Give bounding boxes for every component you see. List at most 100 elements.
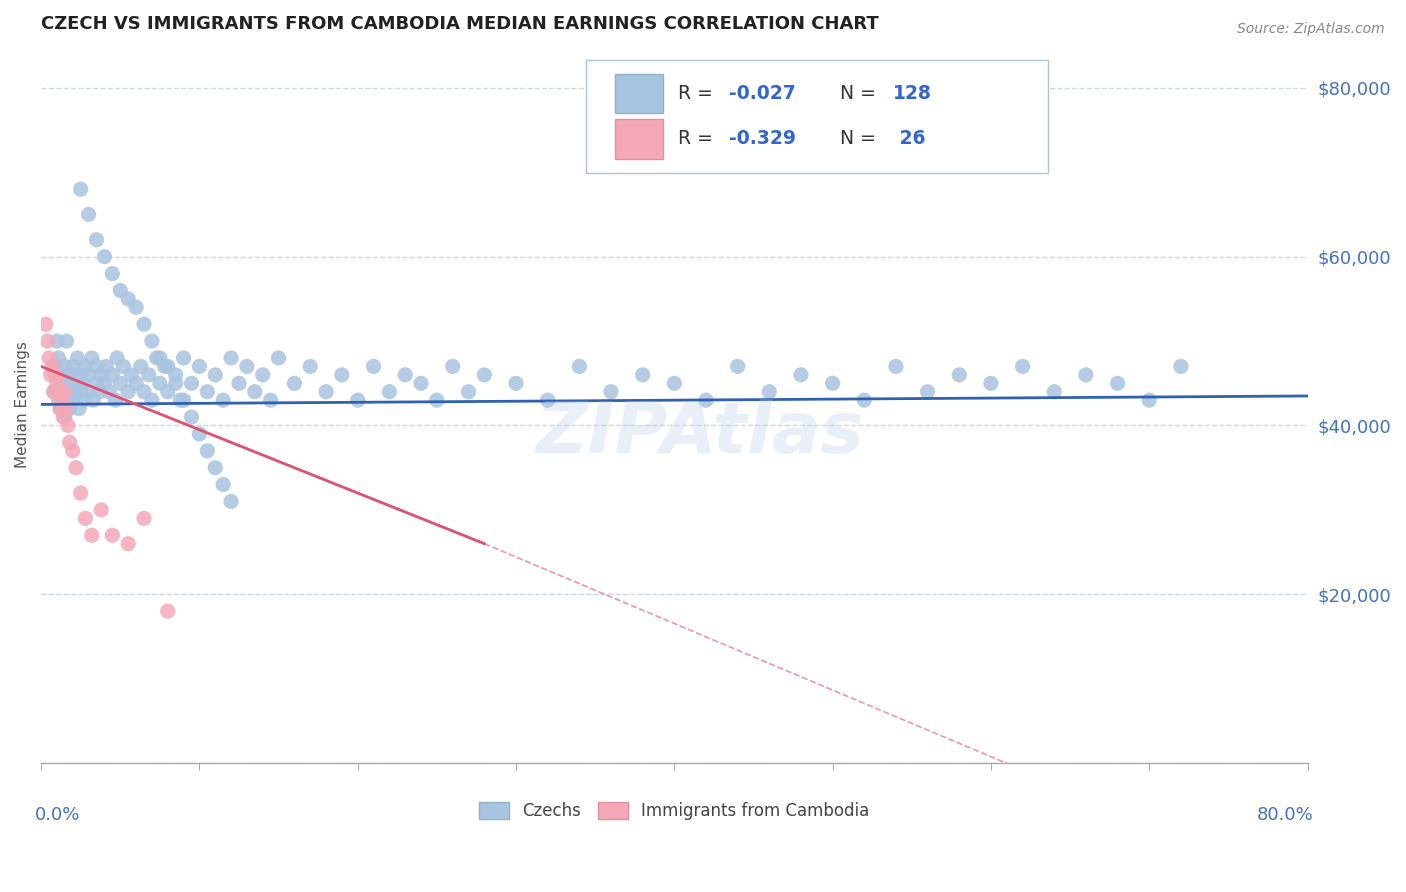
Point bbox=[472, 368, 495, 382]
Point bbox=[884, 359, 907, 374]
Point bbox=[173, 351, 195, 365]
FancyBboxPatch shape bbox=[614, 120, 662, 159]
Point bbox=[219, 494, 242, 508]
Point bbox=[125, 376, 148, 391]
Point bbox=[82, 393, 104, 408]
Point bbox=[228, 376, 250, 391]
Point bbox=[156, 359, 179, 374]
Point bbox=[77, 384, 100, 399]
Point bbox=[117, 384, 139, 399]
Point bbox=[48, 384, 70, 399]
Text: -0.027: -0.027 bbox=[728, 84, 796, 103]
Text: 0.0%: 0.0% bbox=[35, 806, 80, 824]
Point bbox=[90, 368, 112, 382]
Point bbox=[457, 384, 479, 399]
Point bbox=[853, 393, 876, 408]
Point bbox=[48, 393, 70, 408]
Y-axis label: Median Earnings: Median Earnings bbox=[15, 341, 30, 467]
Point bbox=[77, 368, 100, 382]
Point bbox=[537, 393, 560, 408]
Point bbox=[49, 401, 72, 416]
Point bbox=[49, 401, 72, 416]
Point bbox=[38, 351, 60, 365]
Point bbox=[505, 376, 527, 391]
Point bbox=[105, 351, 128, 365]
Point bbox=[125, 301, 148, 315]
Point bbox=[53, 410, 76, 425]
Text: R =: R = bbox=[678, 84, 718, 103]
Point bbox=[120, 368, 142, 382]
Point bbox=[790, 368, 813, 382]
Point bbox=[195, 384, 218, 399]
Point bbox=[52, 393, 75, 408]
Point bbox=[59, 368, 82, 382]
Text: R =: R = bbox=[678, 129, 718, 148]
Point bbox=[917, 384, 939, 399]
Point bbox=[132, 317, 155, 331]
Point bbox=[1170, 359, 1192, 374]
Point bbox=[104, 393, 127, 408]
Point bbox=[727, 359, 749, 374]
Point bbox=[93, 376, 115, 391]
Point bbox=[51, 368, 73, 382]
Point bbox=[62, 359, 84, 374]
Text: ZIPAtlas: ZIPAtlas bbox=[536, 399, 863, 467]
Point bbox=[631, 368, 654, 382]
Point bbox=[93, 250, 115, 264]
Point bbox=[441, 359, 464, 374]
Point bbox=[45, 368, 67, 382]
Text: N =: N = bbox=[841, 129, 882, 148]
Point bbox=[55, 334, 77, 348]
Point bbox=[37, 334, 59, 348]
Text: CZECH VS IMMIGRANTS FROM CAMBODIA MEDIAN EARNINGS CORRELATION CHART: CZECH VS IMMIGRANTS FROM CAMBODIA MEDIAN… bbox=[41, 15, 879, 33]
Point bbox=[39, 368, 62, 382]
Legend: Czechs, Immigrants from Cambodia: Czechs, Immigrants from Cambodia bbox=[472, 795, 876, 827]
Point bbox=[55, 376, 77, 391]
Point bbox=[117, 536, 139, 550]
Point bbox=[101, 368, 124, 382]
Point bbox=[141, 334, 163, 348]
FancyBboxPatch shape bbox=[586, 60, 1047, 173]
Point bbox=[363, 359, 385, 374]
Point bbox=[330, 368, 353, 382]
Point bbox=[195, 443, 218, 458]
Point bbox=[42, 384, 65, 399]
Point bbox=[132, 384, 155, 399]
Point bbox=[41, 359, 63, 374]
Point bbox=[180, 410, 202, 425]
Point bbox=[101, 528, 124, 542]
Point bbox=[173, 393, 195, 408]
Point bbox=[568, 359, 591, 374]
Text: Source: ZipAtlas.com: Source: ZipAtlas.com bbox=[1237, 22, 1385, 37]
Point bbox=[69, 368, 91, 382]
Point bbox=[243, 384, 266, 399]
Point bbox=[86, 359, 108, 374]
Point bbox=[42, 384, 65, 399]
Point bbox=[426, 393, 449, 408]
Point bbox=[101, 267, 124, 281]
Point bbox=[55, 401, 77, 416]
Point bbox=[267, 351, 290, 365]
Point bbox=[65, 384, 87, 399]
Text: 80.0%: 80.0% bbox=[1257, 806, 1313, 824]
Point bbox=[188, 426, 211, 441]
Point bbox=[346, 393, 368, 408]
Point bbox=[236, 359, 259, 374]
Point bbox=[51, 384, 73, 399]
Point bbox=[283, 376, 305, 391]
Point bbox=[145, 351, 167, 365]
FancyBboxPatch shape bbox=[614, 74, 662, 113]
Point bbox=[299, 359, 322, 374]
Point bbox=[110, 376, 132, 391]
Point bbox=[66, 351, 89, 365]
Point bbox=[212, 393, 235, 408]
Point bbox=[52, 410, 75, 425]
Point bbox=[664, 376, 686, 391]
Point bbox=[219, 351, 242, 365]
Point bbox=[65, 368, 87, 382]
Point bbox=[53, 359, 76, 374]
Point bbox=[153, 359, 176, 374]
Point bbox=[49, 376, 72, 391]
Point bbox=[89, 384, 111, 399]
Point bbox=[1137, 393, 1160, 408]
